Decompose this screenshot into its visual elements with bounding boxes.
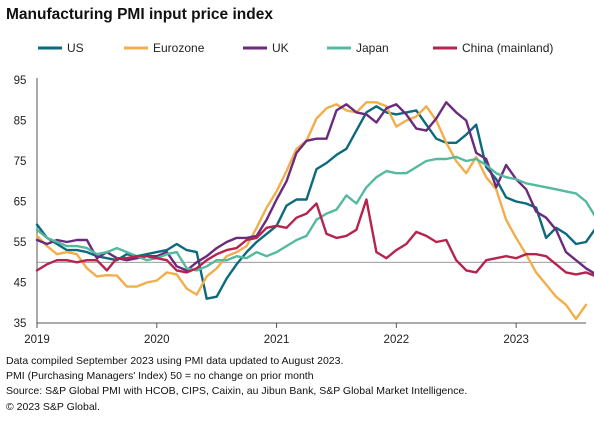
y-tick-label: 85	[14, 116, 27, 128]
series-line-us	[35, 105, 594, 300]
footnote-copyright: © 2023 S&P Global.	[6, 400, 100, 413]
footnote-source: Source: S&P Global PMI with HCOB, CIPS, …	[6, 385, 468, 398]
x-tick-label: 2019	[24, 334, 50, 346]
series-line-china-mainland	[35, 198, 594, 277]
series-line-uk	[35, 101, 594, 275]
footnote-data-compiled: Data compiled September 2023 using PMI d…	[6, 355, 344, 367]
series-line-eurozone	[35, 101, 588, 321]
y-tick-label: 75	[14, 156, 27, 168]
x-tick-label: 2020	[144, 334, 170, 346]
x-tick-label: 2022	[384, 334, 410, 346]
y-tick-label: 65	[14, 197, 27, 209]
x-tick-label: 2021	[264, 334, 290, 346]
footnotes: Data compiled September 2023 using PMI d…	[6, 354, 467, 415]
footnote-pmi-definition: PMI (Purchasing Managers' Index) 50 = no…	[6, 370, 314, 383]
y-tick-label: 95	[14, 75, 27, 87]
line-chart: 35 45 55 65 75 85 95 2019 2020 2021 2022 2023	[14, 75, 594, 346]
x-tick-label: 2023	[503, 334, 529, 346]
y-tick-label: 35	[14, 318, 27, 330]
y-tick-label: 45	[14, 278, 27, 290]
y-tick-label: 55	[14, 237, 27, 249]
chart-title: Manufacturing PMI input price index	[6, 6, 273, 23]
